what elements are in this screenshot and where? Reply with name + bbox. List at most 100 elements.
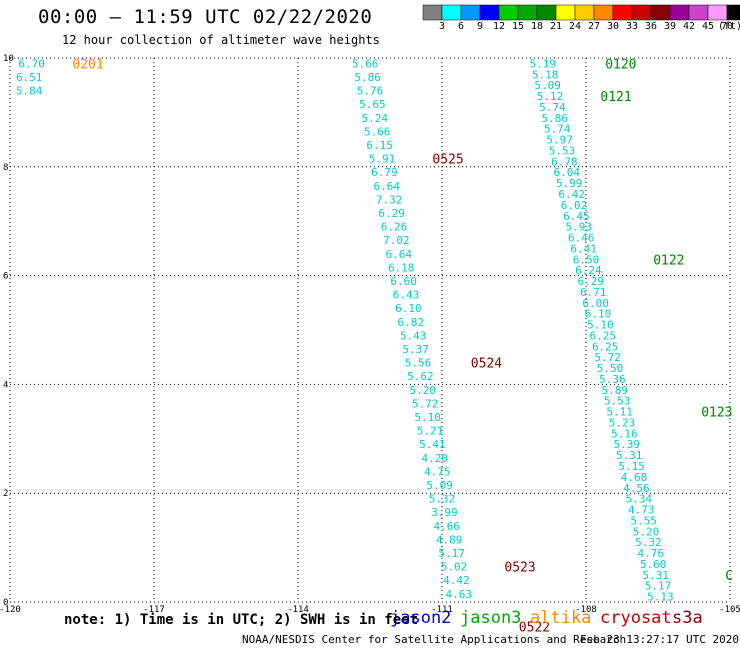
swh-point: 5.31	[616, 449, 643, 462]
swh-point: 4.68	[621, 471, 648, 484]
swh-point: 4.89	[436, 533, 463, 546]
swh-point: 5.72	[594, 351, 621, 364]
swh-point: 6.41	[570, 242, 597, 255]
x-tick-label: -111	[431, 605, 453, 615]
swh-point: 5.84	[16, 85, 43, 98]
swh-point: 5.86	[354, 71, 381, 84]
time-label: 0524	[471, 357, 502, 372]
x-tick-label: -114	[287, 605, 309, 615]
colorbar-label: 21	[549, 21, 563, 32]
swh-point: 5.09	[534, 79, 561, 92]
swh-point: 5.65	[359, 98, 386, 111]
swh-point: 5.43	[400, 329, 427, 342]
y-tick-label: 2	[3, 489, 8, 499]
swh-point: 6.70	[18, 57, 45, 70]
swh-point: 6.26	[381, 221, 408, 234]
colorbar-label: 33	[625, 21, 639, 32]
swh-point: 7.32	[376, 193, 403, 206]
data-points: 6.706.515.845.665.865.765.655.245.666.15…	[16, 57, 674, 603]
swh-point: 4.75	[424, 465, 451, 478]
colorbar-swatch	[669, 4, 690, 21]
colorbar-label: 12	[492, 21, 506, 32]
swh-point: 7.02	[383, 234, 410, 247]
swh-point: 5.62	[407, 370, 434, 383]
swh-point: 4.66	[434, 520, 461, 533]
colorbar-swatch	[726, 4, 740, 21]
time-label: 0523	[504, 561, 535, 576]
colorbar-label: 36	[644, 21, 658, 32]
swh-point: 5.55	[630, 514, 657, 527]
colorbar-swatch	[574, 4, 595, 21]
colorbar-label: 42	[682, 21, 696, 32]
footer-credit: NOAA/NESDIS Center for Satellite Applica…	[242, 633, 627, 646]
y-tick-label: 10	[3, 54, 14, 64]
swh-point: 6.18	[388, 261, 415, 274]
time-label: 0525	[432, 153, 463, 168]
chart-title: 00:00 – 11:59 UTC 02/22/2020	[38, 6, 373, 28]
swh-point: 6.50	[573, 253, 600, 266]
swh-point: 5.19	[530, 57, 557, 70]
grid-lines	[9, 57, 731, 603]
swh-point: 5.23	[609, 416, 636, 429]
swh-point: 5.31	[642, 569, 669, 582]
swh-point: 6.29	[578, 275, 605, 288]
swh-point: 6.10	[395, 302, 422, 315]
swh-point: 6.64	[386, 248, 413, 261]
swh-point: 5.56	[405, 357, 432, 370]
y-tick-label: 0	[3, 598, 8, 608]
swh-point: 6.00	[582, 297, 609, 310]
colorbar-swatch	[612, 4, 633, 21]
colorbar-label: 30	[606, 21, 620, 32]
swh-point: 6.64	[374, 180, 401, 193]
swh-point: 6.82	[398, 316, 425, 329]
swh-point: 5.20	[633, 525, 660, 538]
colorbar-swatch	[460, 4, 481, 21]
swh-point: 5.66	[352, 57, 379, 70]
time-labels: 0201 0120 0121 0525 0524 0122 0123 0523 0522 C	[72, 57, 733, 635]
swh-point: 6.43	[393, 289, 420, 302]
swh-point: 6.24	[575, 264, 602, 277]
swh-point: 5.10	[587, 319, 614, 332]
colorbar-swatch	[631, 4, 652, 21]
colorbar-label: 24	[568, 21, 582, 32]
swh-point: 5.39	[614, 438, 641, 451]
colorbar-swatch	[555, 4, 576, 21]
mission-altika: altika	[530, 608, 592, 628]
mission-jason2: jason2	[390, 608, 452, 628]
colorbar-label: 27	[587, 21, 601, 32]
swh-point: 5.91	[369, 153, 396, 166]
swh-point: 5.97	[546, 134, 573, 147]
swh-point: 6.42	[558, 188, 585, 201]
colorbar-label: 45	[701, 21, 715, 32]
swh-point: 5.36	[599, 373, 626, 386]
swh-point: 5.66	[364, 125, 391, 138]
swh-point: 5.12	[537, 90, 564, 103]
x-tick-label: -120	[0, 605, 21, 615]
swh-point: 5.11	[606, 406, 633, 419]
mission-cryosat: cryosat	[600, 608, 672, 628]
time-label: 0120	[605, 57, 636, 72]
mission-s3a: s3a	[672, 608, 703, 628]
swh-point: 4.63	[446, 588, 473, 601]
colorbar-swatch	[688, 4, 709, 21]
swh-point: 5.32	[429, 493, 456, 506]
colorbar-swatch	[593, 4, 614, 21]
colorbar-label: 6	[457, 21, 465, 32]
x-tick-label: -117	[143, 605, 165, 615]
swh-point: 5.99	[556, 177, 583, 190]
swh-point: 5.41	[419, 438, 446, 451]
time-label: 0122	[653, 253, 684, 268]
swh-point: 6.78	[551, 155, 578, 168]
time-label: 0201	[72, 57, 103, 72]
swh-point: 4.76	[638, 547, 665, 560]
mission-jason3: jason3	[460, 608, 522, 628]
swh-point: 5.89	[602, 384, 629, 397]
swh-point: 6.15	[366, 139, 393, 152]
swh-point: 5.76	[357, 85, 384, 98]
swh-point: 5.17	[645, 580, 672, 593]
time-label: C	[725, 569, 733, 584]
y-tick-label: 6	[3, 272, 8, 282]
colorbar-swatch	[517, 4, 538, 21]
swh-point: 5.20	[410, 384, 437, 397]
